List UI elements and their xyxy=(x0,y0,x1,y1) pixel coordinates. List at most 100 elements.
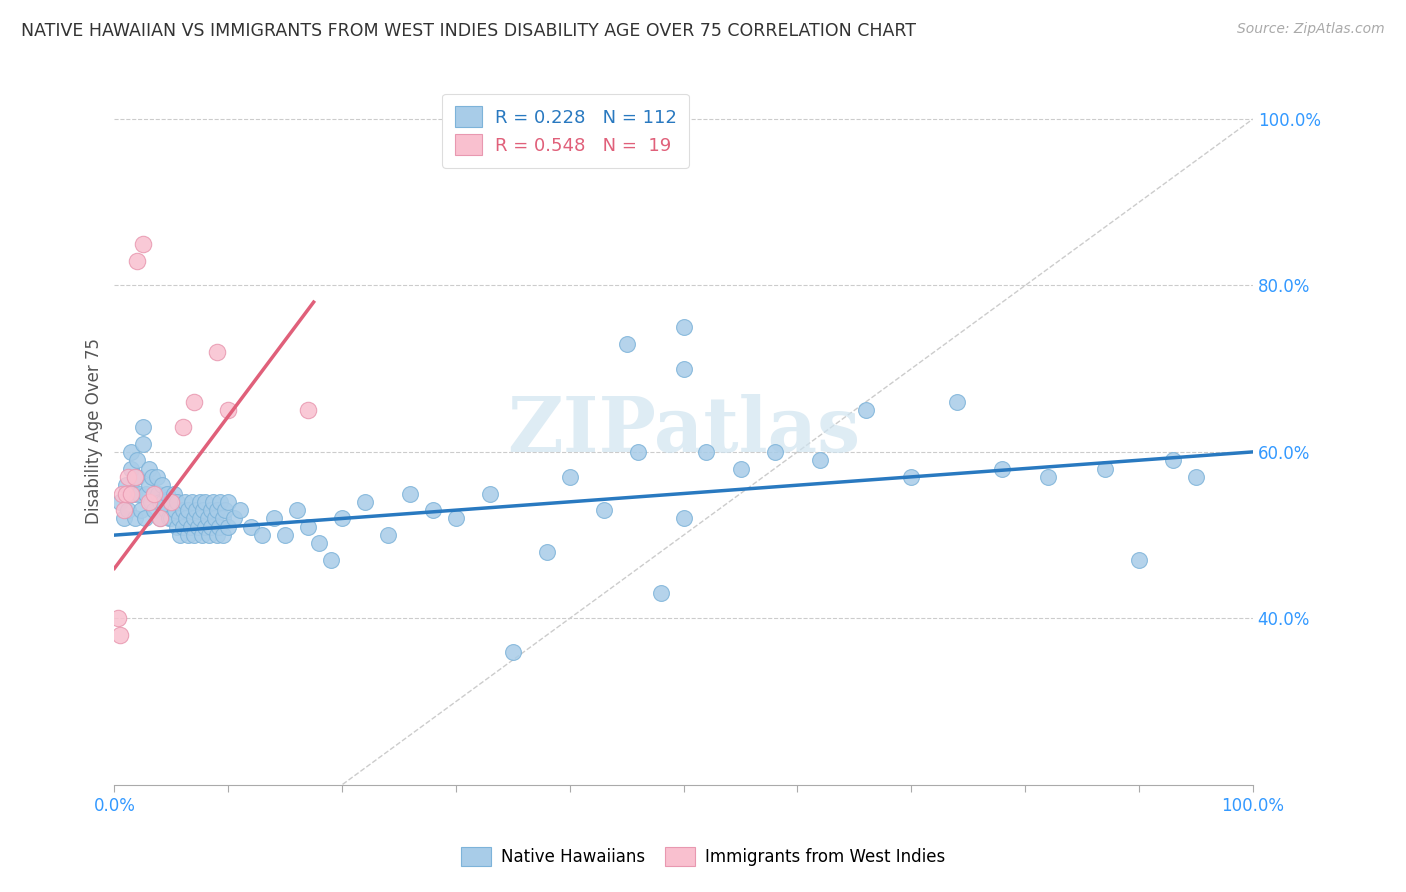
Point xyxy=(127,470,149,484)
Point xyxy=(143,503,166,517)
Point xyxy=(160,495,183,509)
Point xyxy=(672,511,695,525)
Point xyxy=(297,520,319,534)
Point xyxy=(121,461,143,475)
Point xyxy=(377,528,399,542)
Point xyxy=(308,536,330,550)
Point xyxy=(763,445,786,459)
Point xyxy=(204,511,226,525)
Point xyxy=(208,520,231,534)
Point xyxy=(354,495,377,509)
Point xyxy=(145,470,167,484)
Point xyxy=(211,528,233,542)
Point xyxy=(132,436,155,450)
Point xyxy=(217,495,239,509)
Point xyxy=(138,495,160,509)
Point xyxy=(160,495,183,509)
Point xyxy=(330,511,353,525)
Point xyxy=(169,511,191,525)
Legend: R = 0.228   N = 112, R = 0.548   N =  19: R = 0.228 N = 112, R = 0.548 N = 19 xyxy=(443,94,689,168)
Point xyxy=(297,403,319,417)
Point xyxy=(200,520,222,534)
Point xyxy=(186,503,208,517)
Text: ZIPatlas: ZIPatlas xyxy=(508,394,860,468)
Point xyxy=(162,486,184,500)
Point xyxy=(198,528,221,542)
Point xyxy=(177,528,200,542)
Point xyxy=(214,503,236,517)
Point xyxy=(186,520,208,534)
Point xyxy=(149,495,172,509)
Point xyxy=(200,503,222,517)
Point xyxy=(108,495,131,509)
Point xyxy=(127,253,149,268)
Point xyxy=(593,503,616,517)
Point xyxy=(444,511,467,525)
Point xyxy=(139,495,162,509)
Point xyxy=(228,503,250,517)
Point xyxy=(183,395,205,409)
Point xyxy=(252,528,274,542)
Point xyxy=(536,545,558,559)
Point xyxy=(1094,461,1116,475)
Point xyxy=(124,470,146,484)
Point xyxy=(111,486,134,500)
Point xyxy=(274,528,297,542)
Point xyxy=(188,495,211,509)
Point xyxy=(122,486,145,500)
Y-axis label: Disability Age Over 75: Disability Age Over 75 xyxy=(86,338,103,524)
Point xyxy=(149,511,172,525)
Point xyxy=(672,361,695,376)
Point xyxy=(205,503,228,517)
Point xyxy=(166,495,188,509)
Point xyxy=(422,503,444,517)
Point xyxy=(172,503,194,517)
Point xyxy=(141,470,163,484)
Point xyxy=(194,520,217,534)
Point xyxy=(205,528,228,542)
Point xyxy=(121,486,143,500)
Point xyxy=(127,453,149,467)
Point xyxy=(155,503,177,517)
Point xyxy=(197,511,219,525)
Point xyxy=(138,478,160,492)
Point xyxy=(157,511,180,525)
Point xyxy=(114,478,136,492)
Point xyxy=(108,628,131,642)
Point xyxy=(991,461,1014,475)
Point xyxy=(285,503,308,517)
Point xyxy=(138,461,160,475)
Point xyxy=(177,503,200,517)
Point xyxy=(946,395,969,409)
Point xyxy=(112,511,135,525)
Point xyxy=(180,495,202,509)
Point xyxy=(124,511,146,525)
Point xyxy=(558,470,581,484)
Point xyxy=(1036,470,1059,484)
Point xyxy=(627,445,650,459)
Point xyxy=(152,495,174,509)
Point xyxy=(114,486,136,500)
Point xyxy=(209,495,232,509)
Point xyxy=(129,503,152,517)
Point xyxy=(205,345,228,359)
Point xyxy=(183,528,205,542)
Point xyxy=(222,511,245,525)
Point xyxy=(193,503,215,517)
Point xyxy=(134,511,156,525)
Point xyxy=(132,236,155,251)
Point xyxy=(502,645,524,659)
Point xyxy=(172,520,194,534)
Point xyxy=(650,586,672,600)
Point xyxy=(172,420,194,434)
Point xyxy=(143,486,166,500)
Point xyxy=(855,403,877,417)
Point xyxy=(217,520,239,534)
Point xyxy=(160,511,183,525)
Point xyxy=(672,320,695,334)
Legend: Native Hawaiians, Immigrants from West Indies: Native Hawaiians, Immigrants from West I… xyxy=(453,838,953,875)
Point xyxy=(149,511,172,525)
Point xyxy=(143,486,166,500)
Point xyxy=(191,528,214,542)
Point xyxy=(146,486,169,500)
